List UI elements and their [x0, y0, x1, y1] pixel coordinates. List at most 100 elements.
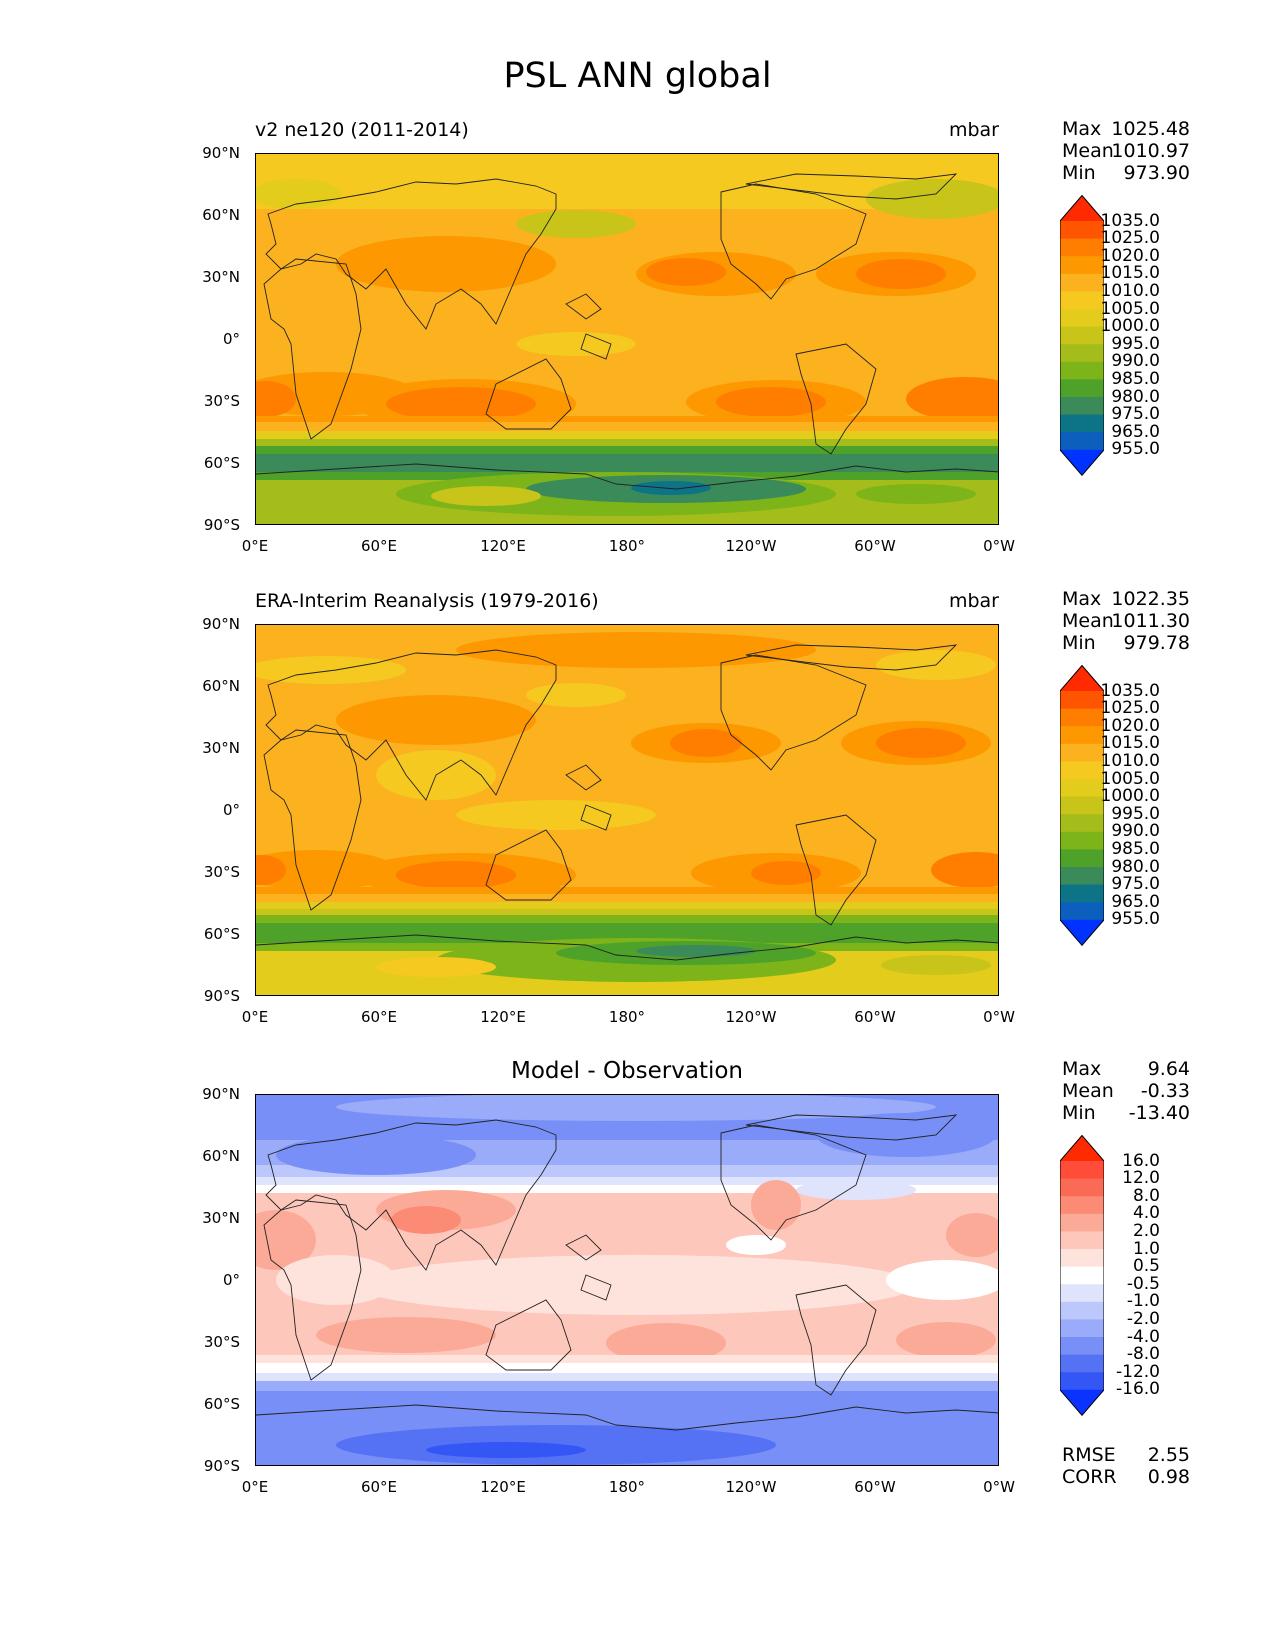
colorbar-tick-label: 990.0 — [1111, 351, 1160, 372]
y-tick-label: 30°N — [202, 1209, 240, 1227]
colorbar-tick-label: 2.0 — [1132, 1220, 1160, 1241]
stat-value: 1025.48 — [1111, 118, 1190, 140]
x-tick-label: 180° — [608, 1008, 646, 1026]
stat-key: Min — [1062, 162, 1096, 184]
colorbar-tick-label: 1015.0 — [1100, 263, 1160, 284]
colorbar-segment — [1060, 1266, 1104, 1285]
y-tick-label: 60°S — [203, 925, 240, 943]
colorbar-segment — [1060, 1231, 1104, 1250]
colorbar-tick-label: 995.0 — [1111, 803, 1160, 824]
colorbar-tick-label: 1005.0 — [1100, 768, 1160, 789]
colorbar-extend-min — [1060, 1389, 1104, 1416]
stat-key: Mean — [1062, 610, 1114, 632]
colorbar-segment — [1060, 256, 1104, 275]
colorbar-tick-label: -4.0 — [1126, 1326, 1160, 1347]
y-tick-label: 60°N — [202, 206, 240, 224]
y-tick-label: 90°N — [202, 1085, 240, 1103]
colorbar-segment — [1060, 1178, 1104, 1197]
colorbar-segment — [1060, 344, 1104, 363]
y-tick-label: 0° — [222, 330, 240, 348]
colorbar-tick-label: 1000.0 — [1100, 316, 1160, 337]
colorbar-segment — [1060, 309, 1104, 328]
colorbar-segment — [1060, 761, 1104, 780]
colorbar-segment — [1060, 1337, 1104, 1356]
colorbar-segment — [1060, 1213, 1104, 1232]
colorbar-segment — [1060, 743, 1104, 762]
y-tick-label: 30°S — [203, 392, 240, 410]
y-tick-label: 90°S — [203, 987, 240, 1005]
colorbar-segment — [1060, 1372, 1104, 1391]
stat-key: Min — [1062, 1102, 1096, 1124]
panel-stats: Max 1022.35 Mean 1011.30 Min 979.78 — [1062, 588, 1190, 654]
colorbar-segment — [1060, 414, 1104, 433]
stat-key: Min — [1062, 632, 1096, 654]
map-obs — [255, 624, 999, 996]
colorbar-segment — [1060, 361, 1104, 380]
colorbar-tick-label: -2.0 — [1126, 1308, 1160, 1329]
x-tick-label: 60°E — [360, 537, 398, 555]
colorbar-segment — [1060, 867, 1104, 886]
x-tick-label: 0°E — [241, 537, 269, 555]
colorbar-tick-label: -16.0 — [1116, 1379, 1160, 1400]
colorbar-tick-label: 985.0 — [1111, 838, 1160, 859]
colorbar-tick-label: 1020.0 — [1100, 245, 1160, 266]
colorbar-segment — [1060, 397, 1104, 416]
stat-value: 2.55 — [1147, 1444, 1190, 1466]
colorbar-tick-label: 990.0 — [1111, 821, 1160, 842]
colorbar-extend-max — [1060, 665, 1104, 691]
y-tick-label: 60°N — [202, 1147, 240, 1165]
panel-stats: Max 9.64 Mean -0.33 Min -13.40 — [1062, 1058, 1190, 1124]
colorbar — [1059, 1134, 1105, 1420]
y-tick-label: 90°N — [202, 615, 240, 633]
panel-units: mbar — [948, 119, 999, 141]
x-tick-label: 0°E — [241, 1008, 269, 1026]
y-tick-label: 90°S — [203, 1457, 240, 1475]
stat-key: Max — [1062, 118, 1102, 140]
colorbar-tick-label: 995.0 — [1111, 333, 1160, 354]
x-tick-label: 60°E — [360, 1478, 398, 1496]
x-tick-label: 0°W — [983, 1008, 1015, 1026]
map-diff — [255, 1094, 999, 1466]
colorbar-segment — [1060, 1284, 1104, 1303]
colorbar-segment — [1060, 779, 1104, 798]
colorbar-tick-label: -8.0 — [1126, 1344, 1160, 1365]
colorbar-extend-min — [1060, 449, 1104, 476]
x-tick-label: 60°W — [854, 1008, 896, 1026]
colorbar-segment — [1060, 432, 1104, 451]
colorbar — [1059, 664, 1105, 950]
colorbar-extend-max — [1060, 1135, 1104, 1161]
colorbar-tick-label: -12.0 — [1116, 1361, 1160, 1382]
colorbar-segment — [1060, 221, 1104, 240]
figure-title: PSL ANN global — [503, 56, 772, 96]
panel-title-left: ERA-Interim Reanalysis (1979-2016) — [255, 590, 599, 612]
colorbar-segment — [1060, 726, 1104, 745]
panel-title-left: v2 ne120 (2011-2014) — [255, 119, 469, 141]
colorbar-tick-label: 955.0 — [1111, 909, 1160, 930]
colorbar-tick-label: 980.0 — [1111, 856, 1160, 877]
map-model — [255, 153, 999, 525]
panel-stats: Max 1025.48 Mean 1010.97 Min 973.90 — [1062, 118, 1190, 184]
colorbar-segment — [1060, 902, 1104, 921]
stat-value: 979.78 — [1123, 632, 1190, 654]
colorbar-tick-label: 1025.0 — [1100, 228, 1160, 249]
colorbar-tick-label: 1000.0 — [1100, 786, 1160, 807]
stat-value: 0.98 — [1147, 1466, 1190, 1488]
panel-title-center: Model - Observation — [510, 1058, 744, 1084]
panel-units: mbar — [948, 590, 999, 612]
stat-value: 1022.35 — [1111, 588, 1190, 610]
stat-value: 973.90 — [1123, 162, 1190, 184]
stat-value: 9.64 — [1147, 1058, 1190, 1080]
colorbar-tick-label: 8.0 — [1132, 1185, 1160, 1206]
x-tick-label: 60°E — [360, 1008, 398, 1026]
y-tick-label: 90°N — [202, 144, 240, 162]
colorbar-segment — [1060, 326, 1104, 345]
colorbar — [1059, 194, 1105, 480]
colorbar-segment — [1060, 1319, 1104, 1338]
stat-key: Mean — [1062, 140, 1114, 162]
colorbar-tick-label: 980.0 — [1111, 386, 1160, 407]
colorbar-segment — [1060, 1161, 1104, 1180]
colorbar-tick-label: 1010.0 — [1100, 750, 1160, 771]
stat-key: Mean — [1062, 1080, 1114, 1102]
x-tick-label: 180° — [608, 537, 646, 555]
colorbar-segment — [1060, 379, 1104, 398]
